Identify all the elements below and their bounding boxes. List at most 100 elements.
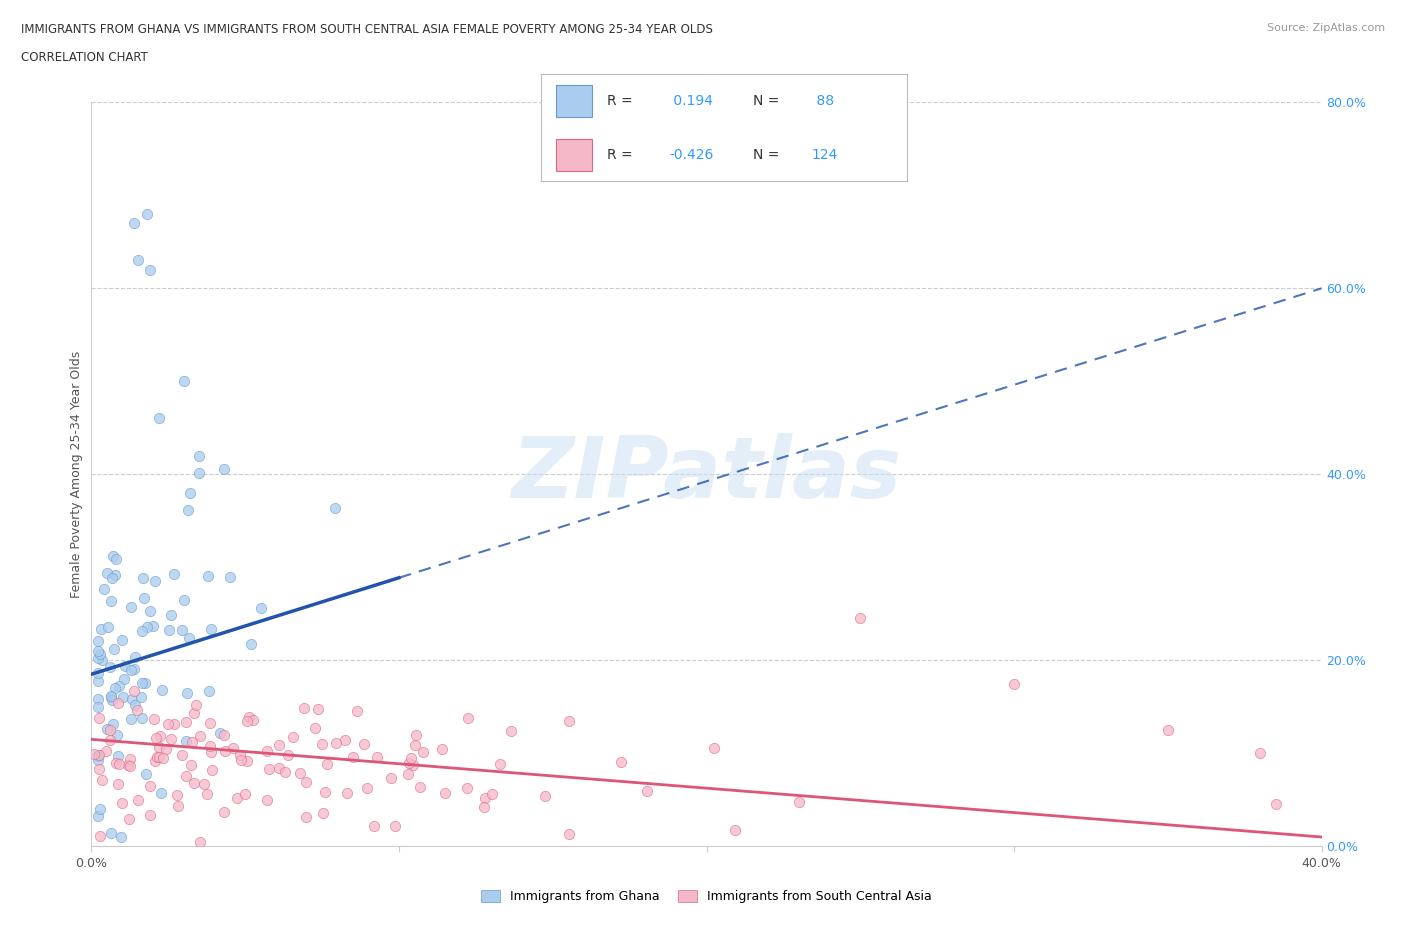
Point [134,675,156,690]
Point [457,711,479,725]
Point [200,738,222,753]
Point [209,725,232,740]
Point [142,619,165,634]
Point [174,714,197,729]
Point [240,636,263,651]
Text: 0.194: 0.194 [669,94,713,108]
Point [111,632,134,647]
Point [353,737,375,751]
Point [404,738,426,753]
Point [111,689,134,704]
Point [155,742,177,757]
Point [149,786,172,801]
Point [93,581,115,596]
Point [242,712,264,727]
Point [110,830,132,844]
Point [174,734,197,749]
Point [336,786,359,801]
Point [120,600,142,615]
Point [188,834,211,849]
Point [333,732,356,747]
Point [98,733,121,748]
Point [236,713,259,728]
Point [295,809,318,824]
Point [188,448,211,463]
Point [610,755,633,770]
Point [402,758,425,773]
Point [849,611,872,626]
FancyBboxPatch shape [555,139,592,171]
Point [269,761,291,776]
Point [167,799,190,814]
Point [114,658,136,673]
Point [1249,746,1271,761]
Point [499,724,522,738]
Point [277,748,299,763]
Point [312,805,335,820]
Point [121,691,143,706]
Point [1157,723,1180,737]
Point [86,674,108,689]
Point [315,756,337,771]
Point [160,608,183,623]
Point [200,745,222,760]
Point [101,716,124,731]
Point [86,749,108,764]
Point [86,650,108,665]
Point [87,700,110,715]
Point [86,748,108,763]
Point [636,784,658,799]
Point [179,485,201,500]
Point [100,659,122,674]
Point [281,730,304,745]
Point [412,744,434,759]
Point [104,681,127,696]
Text: ZIPatlas: ZIPatlas [512,432,901,516]
Point [307,701,329,716]
Point [432,742,454,757]
Point [86,691,108,706]
Point [474,800,496,815]
Point [104,551,127,566]
Point [107,777,129,791]
Point [100,594,122,609]
Point [346,703,368,718]
Text: N =: N = [754,94,780,108]
Point [96,565,118,580]
Point [163,566,186,581]
Point [398,756,420,771]
Point [132,570,155,585]
Legend: Immigrants from Ghana, Immigrants from South Central Asia: Immigrants from Ghana, Immigrants from S… [478,886,935,907]
Point [143,753,166,768]
Text: 88: 88 [811,94,834,108]
Point [197,684,219,698]
Point [218,570,240,585]
Point [295,775,318,790]
Point [89,748,111,763]
Point [148,411,170,426]
Point [200,622,222,637]
Point [163,717,186,732]
Point [188,465,211,480]
Point [201,763,224,777]
Point [557,827,579,842]
Point [86,644,108,658]
Point [143,711,166,726]
Point [86,666,108,681]
Point [100,692,122,707]
Point [148,739,170,754]
Point [474,790,496,805]
Point [103,549,125,564]
Point [112,671,135,686]
Point [107,749,129,764]
Point [136,619,159,634]
Point [89,646,111,661]
Point [100,688,122,703]
Point [103,641,125,656]
Point [183,776,205,790]
Point [481,786,503,801]
Point [197,569,219,584]
Point [235,753,257,768]
Point [183,706,205,721]
Text: R =: R = [607,94,633,108]
